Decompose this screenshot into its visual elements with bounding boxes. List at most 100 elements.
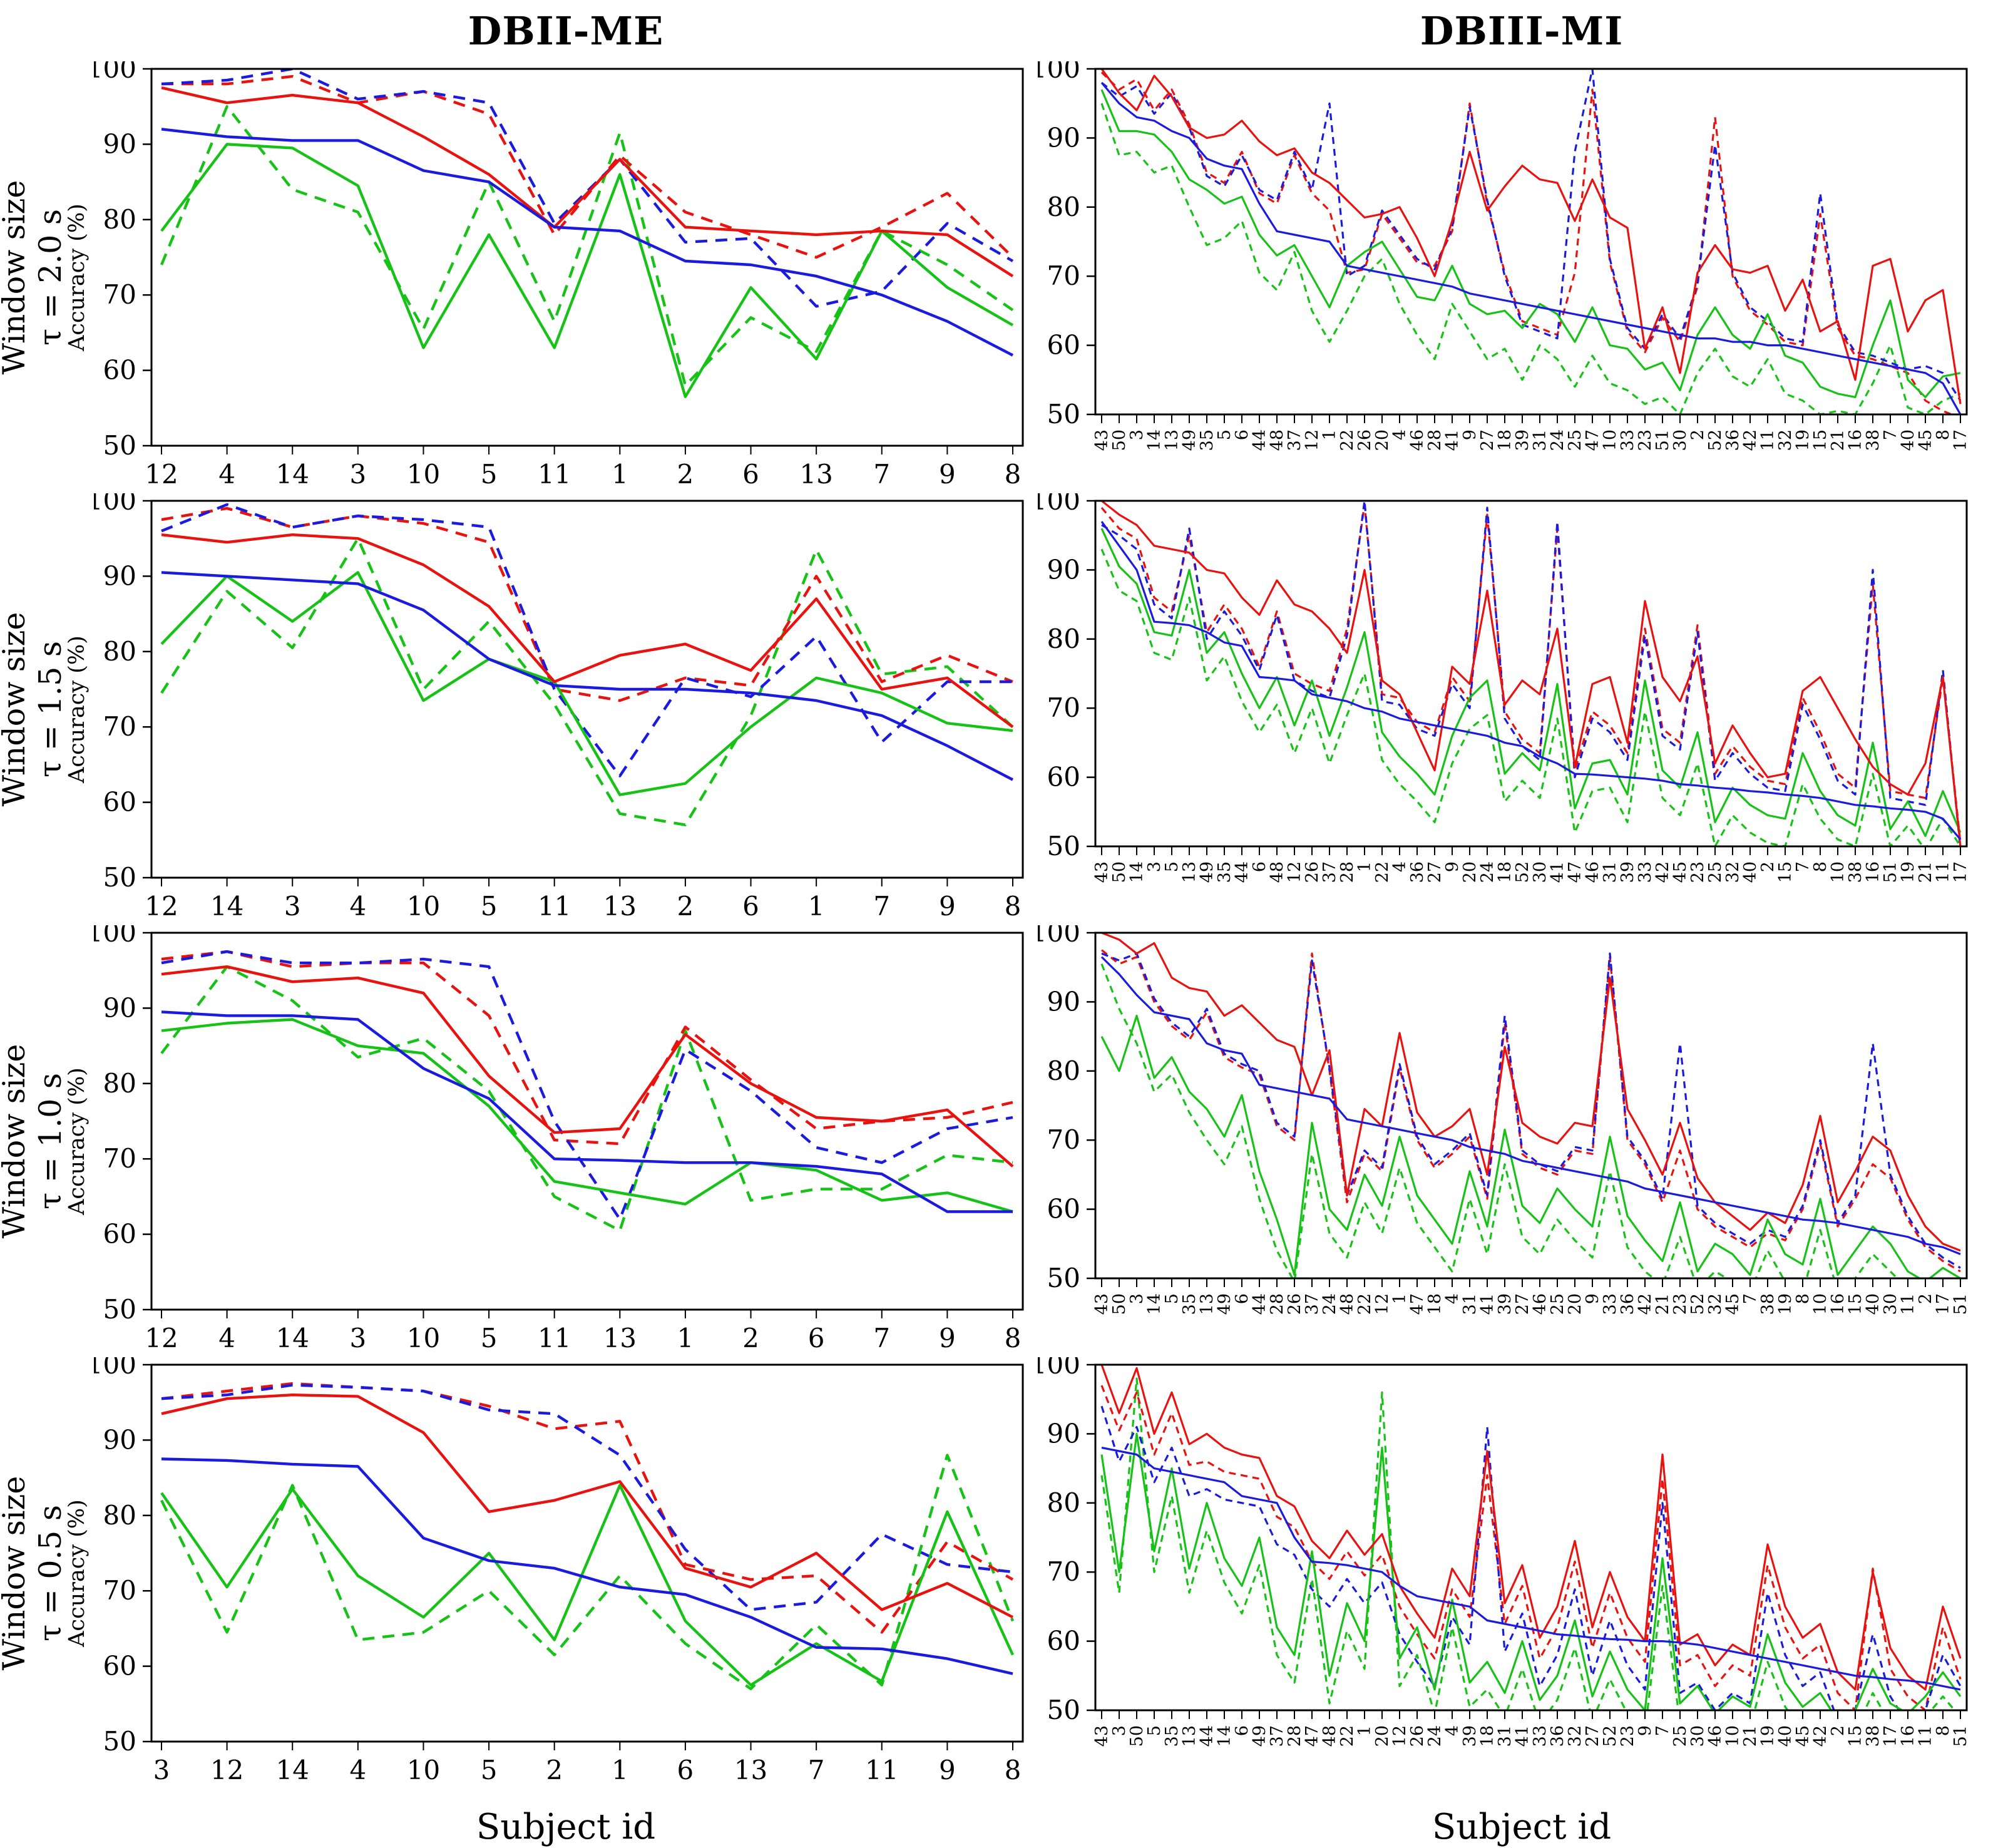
- x-tick-label: 38: [1863, 1725, 1883, 1747]
- y-axis-title: Accuracy (%): [64, 203, 90, 351]
- series-blue-solid: [161, 571, 1014, 781]
- x-tick-label: 25: [1565, 429, 1585, 451]
- x-tick-label: 46: [1408, 429, 1427, 451]
- x-tick-label: 13: [1162, 429, 1182, 451]
- x-tick-label: 39: [1618, 861, 1637, 883]
- y-tick-label: 70: [103, 711, 136, 742]
- x-tick-label: 30: [1530, 861, 1550, 883]
- window-size-label: Window size τ = 1.0 s: [0, 1044, 69, 1239]
- series-green-solid: [161, 1018, 1013, 1213]
- y-tick-label: 80: [103, 1068, 136, 1099]
- x-tick-label: 9: [1443, 861, 1462, 872]
- series-green-solid: [1100, 528, 1962, 838]
- x-tick-label: 16: [1898, 1725, 1918, 1747]
- x-tick-label: 30: [1671, 429, 1690, 451]
- x-tick-label: 14: [1145, 1293, 1164, 1315]
- accuracy-label-holder: Accuracy (%): [63, 1367, 91, 1780]
- x-tick-label: 14: [1127, 861, 1147, 883]
- x-tick-label: 6: [1232, 1725, 1252, 1736]
- x-tick-label: 51: [1951, 1293, 1970, 1315]
- x-tick-label: 9: [939, 1755, 956, 1785]
- y-tick-label: 90: [103, 992, 136, 1023]
- y-tick-label: 60: [1047, 1194, 1080, 1224]
- chart-dbiii-mi-tau-0.5: 50 60 70 80 90 100 43 3 50 5 35 13 44 14 6 49 37 28 47 48 22…: [1030, 1349, 2005, 1789]
- series-blue-dashed: [1101, 69, 1962, 401]
- x-tick-label: 1: [1320, 429, 1339, 440]
- y-axis-title: Accuracy (%): [64, 1067, 90, 1215]
- series-red-dashed: [1101, 949, 1961, 1273]
- x-tick-label: 33: [1601, 1293, 1620, 1315]
- x-tick-label: 28: [1338, 861, 1357, 883]
- x-tick-label: 7: [1881, 429, 1900, 440]
- x-tick-label: 18: [1478, 1725, 1497, 1747]
- x-tick-label: 52: [1688, 1293, 1708, 1315]
- y-tick-label: 90: [103, 1424, 136, 1455]
- x-tick-label: 13: [603, 891, 637, 921]
- x-tick-label: 50: [1110, 1293, 1129, 1315]
- x-tick-label: 10: [407, 1755, 440, 1785]
- x-tick-label: 25: [1548, 1293, 1567, 1315]
- x-tick-label: 50: [1110, 861, 1129, 883]
- chart-dbiii-mi-tau-2.0: 50 60 70 80 90 100 43 50 3 14 13 49 35 5 6 44 48 37 12 1 22 2…: [1030, 53, 2005, 493]
- x-tick-label: 49: [1197, 861, 1217, 883]
- x-tick-label: 2: [742, 1323, 759, 1353]
- x-tick-label: 22: [1338, 429, 1357, 451]
- x-tick-label: 46: [1530, 1293, 1550, 1315]
- x-tick-label: 7: [873, 1323, 890, 1353]
- bottom-row-spacer: [0, 1789, 94, 1848]
- y-tick-label: 60: [103, 355, 136, 386]
- x-tick-label: 42: [1811, 1725, 1830, 1747]
- x-tick-label: 36: [1408, 861, 1427, 883]
- x-tick-label: 5: [1215, 429, 1234, 440]
- x-tick-label: 3: [1127, 1293, 1147, 1304]
- x-tick-label: 27: [1425, 861, 1445, 883]
- x-tick-label: 32: [1776, 429, 1795, 451]
- series-red-solid: [161, 86, 1014, 277]
- x-tick-label: 52: [1601, 1725, 1620, 1747]
- x-tick-label: 4: [349, 1755, 366, 1785]
- x-tick-label: 13: [1180, 861, 1199, 883]
- plot-svg: 5060708090100435014351349354464812263728…: [1030, 485, 1970, 883]
- y-tick-label: 90: [1047, 986, 1080, 1017]
- y-tick-label: 80: [103, 204, 136, 235]
- x-tick-label: 25: [1671, 1725, 1690, 1747]
- series-red-solid: [161, 1394, 1014, 1619]
- y-axis-title: Accuracy (%): [64, 1499, 90, 1647]
- x-tick-label: 22: [1373, 861, 1392, 883]
- y-tick-label: 100: [1038, 61, 1080, 84]
- x-tick-label: 20: [1373, 1725, 1392, 1747]
- x-tick-label: 45: [1916, 429, 1935, 451]
- x-tick-label: 8: [1005, 1323, 1022, 1353]
- x-tick-label: 2: [1916, 1293, 1935, 1304]
- x-tick-label: 20: [1373, 429, 1392, 451]
- series-red-solid: [161, 965, 1014, 1168]
- x-tick-label: 10: [407, 891, 440, 921]
- x-tick-label: 35: [1180, 1293, 1199, 1315]
- x-tick-label: 32: [1723, 861, 1743, 883]
- x-tick-label: 37: [1303, 1293, 1322, 1315]
- x-tick-label: 45: [1671, 861, 1690, 883]
- x-tick-label: 40: [1863, 1293, 1883, 1315]
- series-green-dashed: [1100, 1377, 1956, 1710]
- plot-svg: 5060708090100433505351344146493728474822…: [1030, 1349, 1970, 1747]
- series-red-dashed: [1100, 503, 1962, 843]
- x-tick-label: 7: [1653, 1725, 1672, 1736]
- x-tick-label: 43: [1092, 429, 1112, 451]
- y-tick-label: 90: [1047, 122, 1080, 153]
- x-tick-label: 49: [1180, 429, 1199, 451]
- x-tick-label: 33: [1618, 429, 1637, 451]
- x-tick-label: 27: [1513, 1293, 1532, 1315]
- y-tick-label: 70: [1047, 692, 1080, 723]
- y-tick-label: 80: [103, 1500, 136, 1531]
- x-tick-label: 36: [1618, 1293, 1637, 1315]
- x-tick-label: 31: [1601, 861, 1620, 883]
- series-blue-dashed: [161, 1383, 1013, 1611]
- x-tick-label: 27: [1583, 1725, 1602, 1747]
- x-tick-label: 4: [1390, 429, 1410, 440]
- x-tick-label: 12: [145, 459, 178, 490]
- chart-dbii-me-tau-1.0: 50 60 70 80 90 100 12 4 14 3 10 5 11 13 1 2 6 7 9 8: [86, 917, 1038, 1357]
- x-tick-label: 47: [1583, 429, 1602, 451]
- y-tick-label: 50: [103, 1726, 136, 1757]
